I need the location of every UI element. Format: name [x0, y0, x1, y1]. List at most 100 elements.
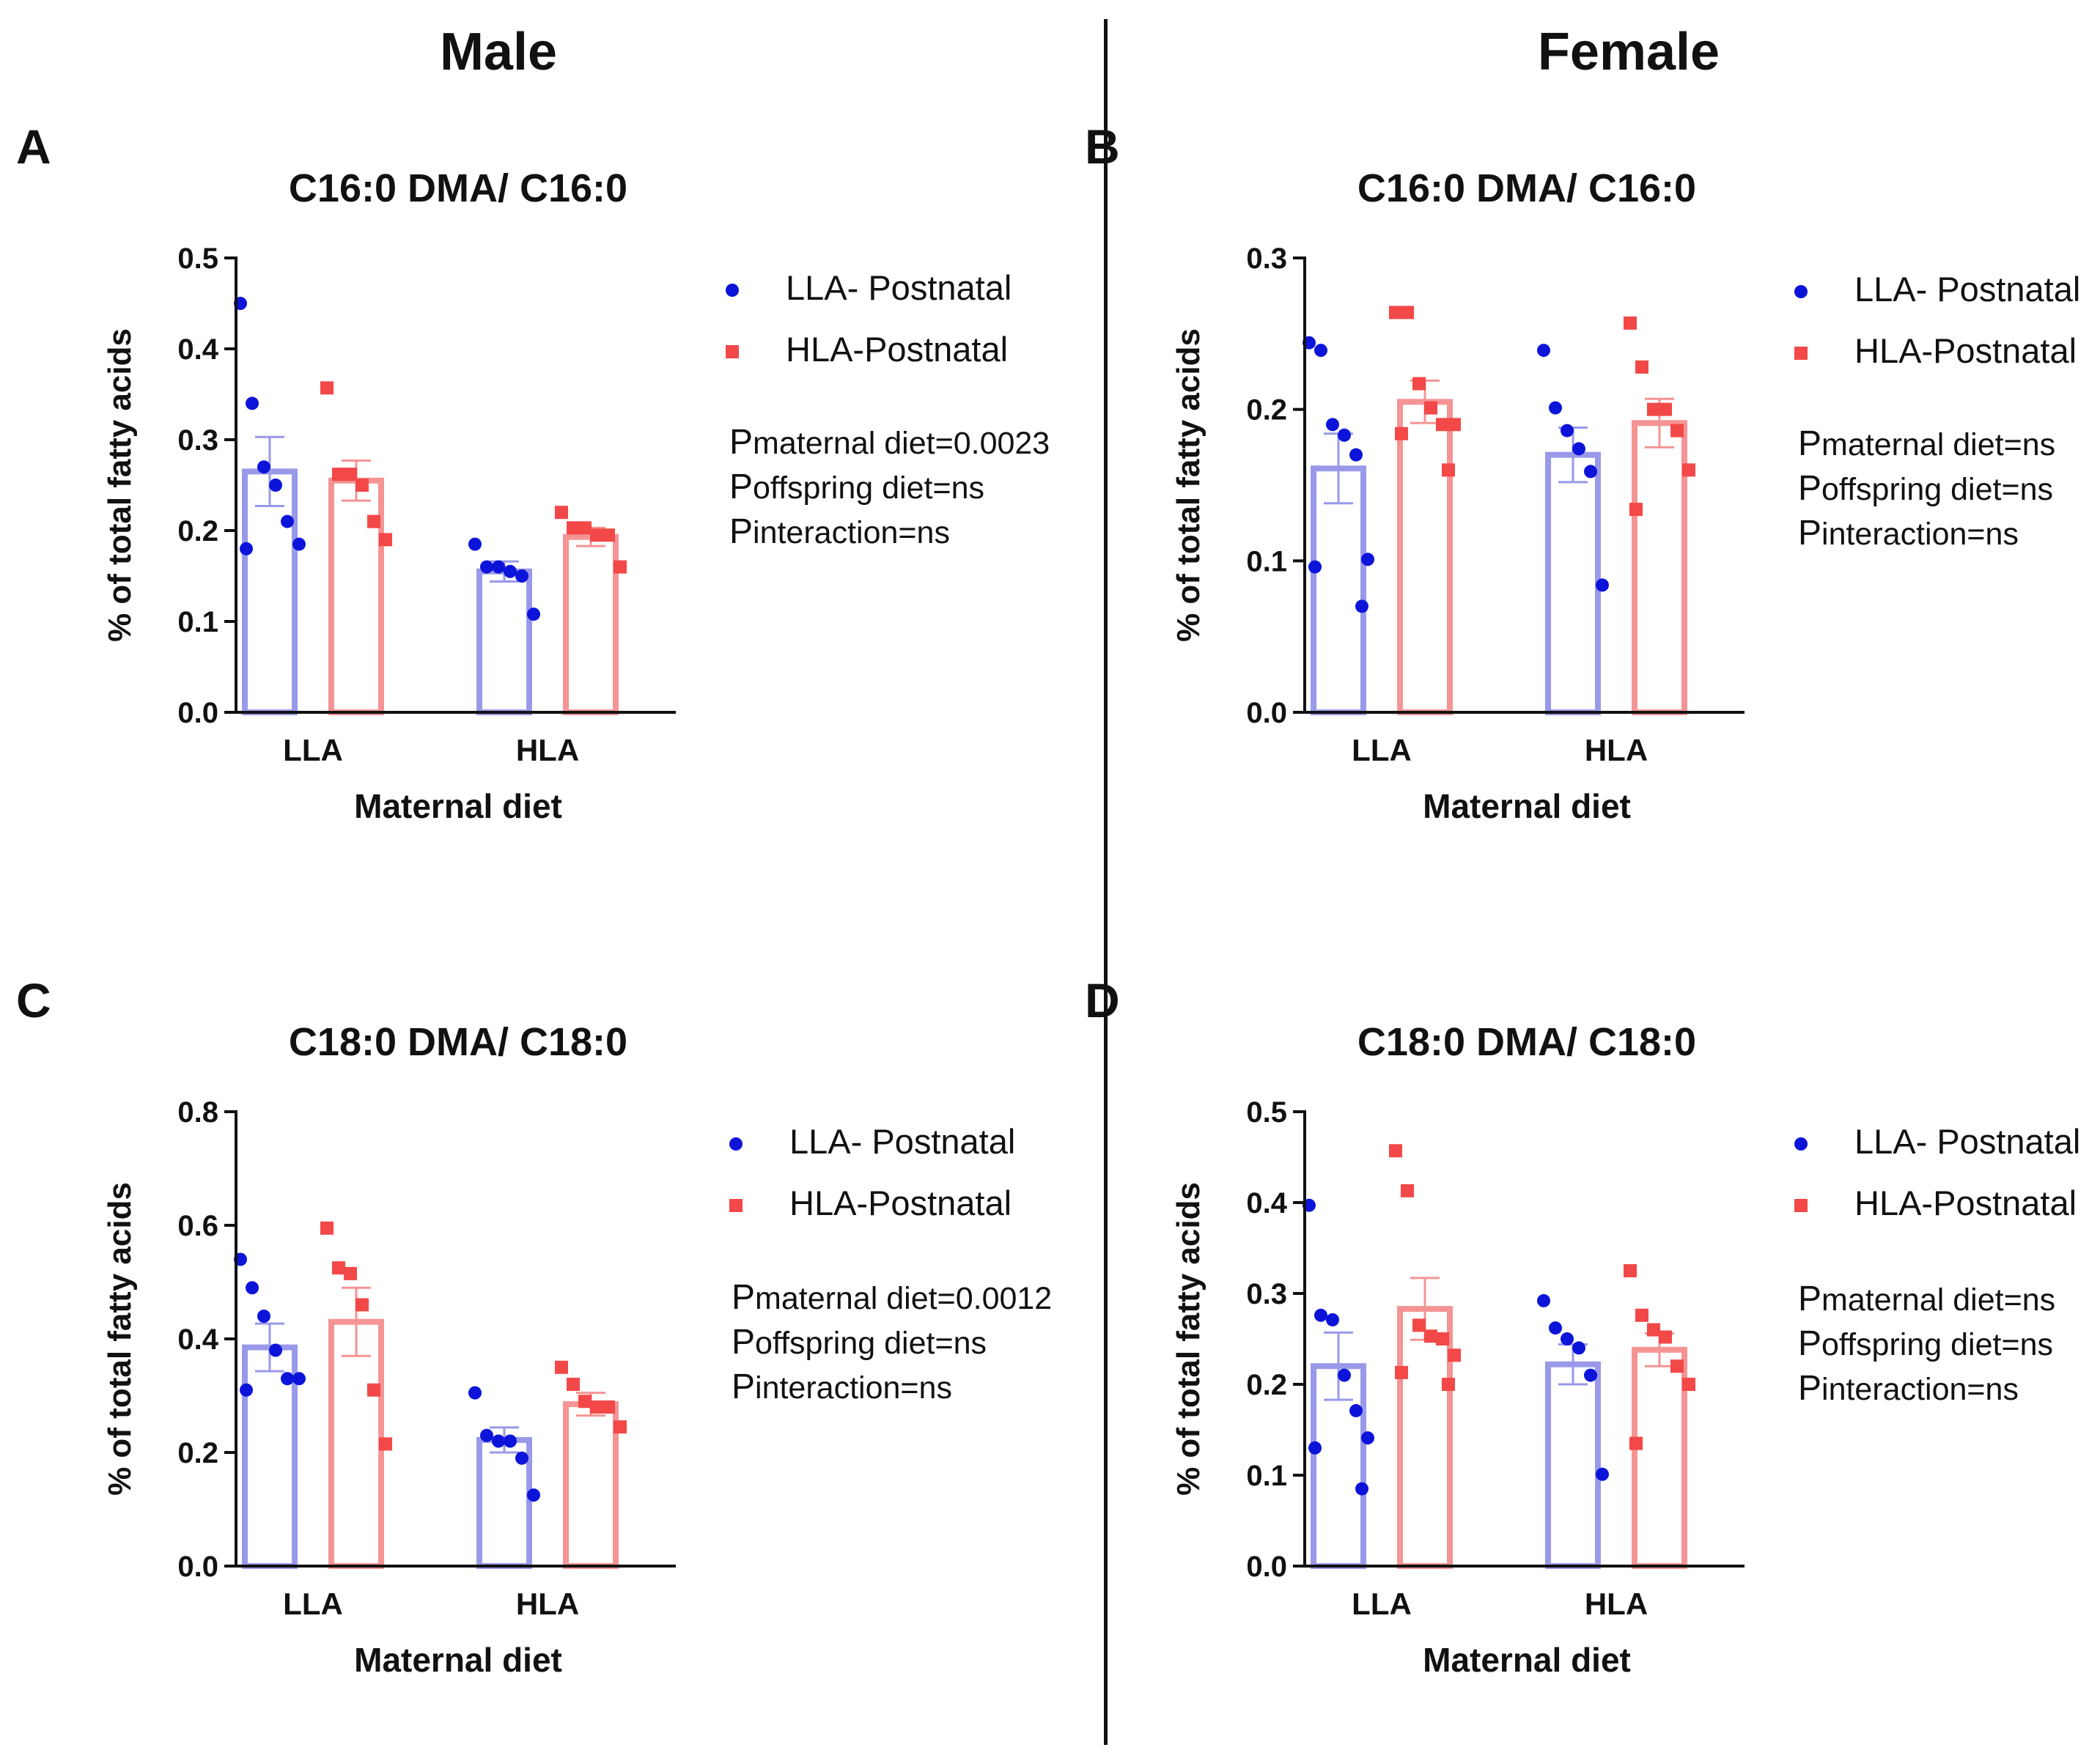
- chart-title: C18:0 DMA/ C18:0: [289, 1020, 627, 1064]
- bar: [242, 468, 298, 716]
- data-point: [1629, 1436, 1643, 1450]
- stat-interaction: Pinteraction=ns: [1798, 1369, 2019, 1408]
- data-point: [1448, 1348, 1461, 1362]
- data-point: [504, 564, 517, 578]
- panel-c: C C18:0 DMA/ C18:0 0.0 0.2 0.4 0.6 0.8 LLA HLA M…: [0, 854, 1052, 1718]
- bar: [476, 568, 532, 715]
- stat-offspring: Poffspring diet=ns: [1798, 1324, 2053, 1363]
- data-point: [1596, 578, 1609, 592]
- data-point: [1537, 344, 1550, 358]
- stat-value: =ns: [935, 1326, 987, 1361]
- data-point: [1442, 463, 1455, 477]
- data-point: [1549, 401, 1562, 415]
- circle-marker-icon: [1794, 1137, 1808, 1151]
- x-tick-label: LLA: [1352, 1587, 1412, 1621]
- data-point: [320, 381, 334, 395]
- square-marker-icon: [1794, 1199, 1808, 1212]
- stats-block: Pmaternal diet=0.0012 Poffspring diet=ns…: [732, 1276, 1052, 1410]
- data-point: [578, 521, 592, 535]
- stat-maternal: Pmaternal diet=ns: [1798, 1280, 2056, 1318]
- y-tick-label: 0.0: [177, 1551, 218, 1583]
- data-point: [1401, 306, 1414, 320]
- data-point: [1412, 377, 1426, 391]
- panel-letter: A: [16, 119, 51, 174]
- stat-value: =0.0023: [935, 426, 1050, 461]
- data-point: [1436, 1332, 1449, 1345]
- data-point: [1670, 424, 1684, 438]
- legend-label: HLA-Postnatal: [789, 1184, 1012, 1222]
- legend-label: HLA-Postnatal: [1854, 1184, 2077, 1222]
- data-point: [332, 1261, 345, 1275]
- bar: [563, 534, 619, 715]
- data-point: [367, 1383, 380, 1397]
- data-point: [1549, 1321, 1562, 1335]
- stat-offspring: Poffspring diet=ns: [732, 1323, 987, 1362]
- data-point: [1596, 1467, 1609, 1481]
- y-tick-label: 0.2: [1246, 1369, 1287, 1401]
- panel-letter: D: [1085, 973, 1120, 1027]
- y-tick-label: 0.4: [1246, 1187, 1287, 1219]
- data-point: [1361, 553, 1374, 566]
- data-point: [240, 542, 253, 555]
- bar: [1632, 1346, 1687, 1569]
- y-tick-label: 0.2: [177, 515, 218, 547]
- data-point: [1647, 1323, 1660, 1337]
- stat-value: =ns: [2003, 1282, 2056, 1318]
- data-point: [1314, 1308, 1327, 1322]
- stat-interaction: Pinteraction=ns: [729, 512, 950, 551]
- data-point: [1572, 442, 1585, 456]
- data-point: [602, 1400, 615, 1414]
- data-point: [480, 560, 493, 574]
- y-tick-label: 0.1: [177, 606, 218, 638]
- data-point: [246, 396, 259, 410]
- panel-letter: C: [16, 973, 51, 1027]
- stat-value: =0.0012: [937, 1281, 1053, 1316]
- stat-value: =ns: [2003, 427, 2056, 462]
- data-point: [567, 1378, 580, 1391]
- data-point: [1629, 503, 1643, 517]
- data-point: [567, 521, 580, 535]
- bar: [328, 1318, 384, 1569]
- circle-marker-icon: [726, 284, 739, 297]
- data-point: [578, 1395, 592, 1409]
- panel-b: B C16:0 DMA/ C16:0 0.0 0.1 0.2 0.3 LLA HLA Mate…: [1069, 0, 2100, 865]
- female-header: Female: [1537, 23, 1720, 81]
- stat-value: =ns: [1967, 517, 2019, 552]
- data-point: [240, 1383, 253, 1397]
- x-axis-label: Maternal diet: [354, 787, 562, 825]
- x-axis-label: Maternal diet: [354, 1641, 562, 1679]
- data-point: [1349, 448, 1363, 462]
- data-point: [1389, 1144, 1402, 1158]
- data-point: [1314, 344, 1327, 358]
- y-axis-label: % of total fatty acids: [1171, 328, 1206, 642]
- bar: [1397, 399, 1453, 715]
- y-tick-label: 0.0: [1246, 697, 1287, 729]
- data-point: [1635, 360, 1648, 374]
- y-tick-label: 0.0: [1246, 1551, 1287, 1583]
- data-point: [1436, 418, 1449, 432]
- data-point: [1395, 427, 1408, 440]
- data-point: [1670, 1359, 1684, 1373]
- x-tick-label: HLA: [516, 1587, 579, 1621]
- data-point: [344, 468, 357, 481]
- y-tick-label: 0.2: [177, 1437, 218, 1469]
- data-point: [515, 1451, 528, 1465]
- panel-d: D C18:0 DMA/ C18:0 0.0 0.1 0.2 0.3 0.4 0.5 LLA H…: [1069, 854, 2100, 1718]
- panel-a: A C16:0 DMA/ C16:0 0.0 0.1 0.2 0.3 0.4 0.5 LLA H…: [0, 0, 1050, 865]
- stat-value: =ns: [900, 1370, 952, 1406]
- data-point: [257, 1310, 270, 1323]
- y-tick-label: 0.5: [177, 243, 218, 275]
- data-point: [468, 537, 482, 551]
- data-point: [1401, 1184, 1414, 1197]
- data-point: [1412, 1318, 1426, 1332]
- data-point: [1338, 1368, 1351, 1382]
- data-point: [515, 569, 528, 583]
- data-point: [281, 514, 294, 528]
- data-point: [1682, 1378, 1695, 1391]
- data-point: [1349, 1403, 1363, 1417]
- data-point: [492, 1434, 505, 1448]
- data-point: [355, 479, 369, 492]
- legend-label: LLA- Postnatal: [1854, 1122, 2081, 1161]
- data-point: [1424, 401, 1437, 415]
- y-tick-label: 0.3: [1246, 1278, 1287, 1310]
